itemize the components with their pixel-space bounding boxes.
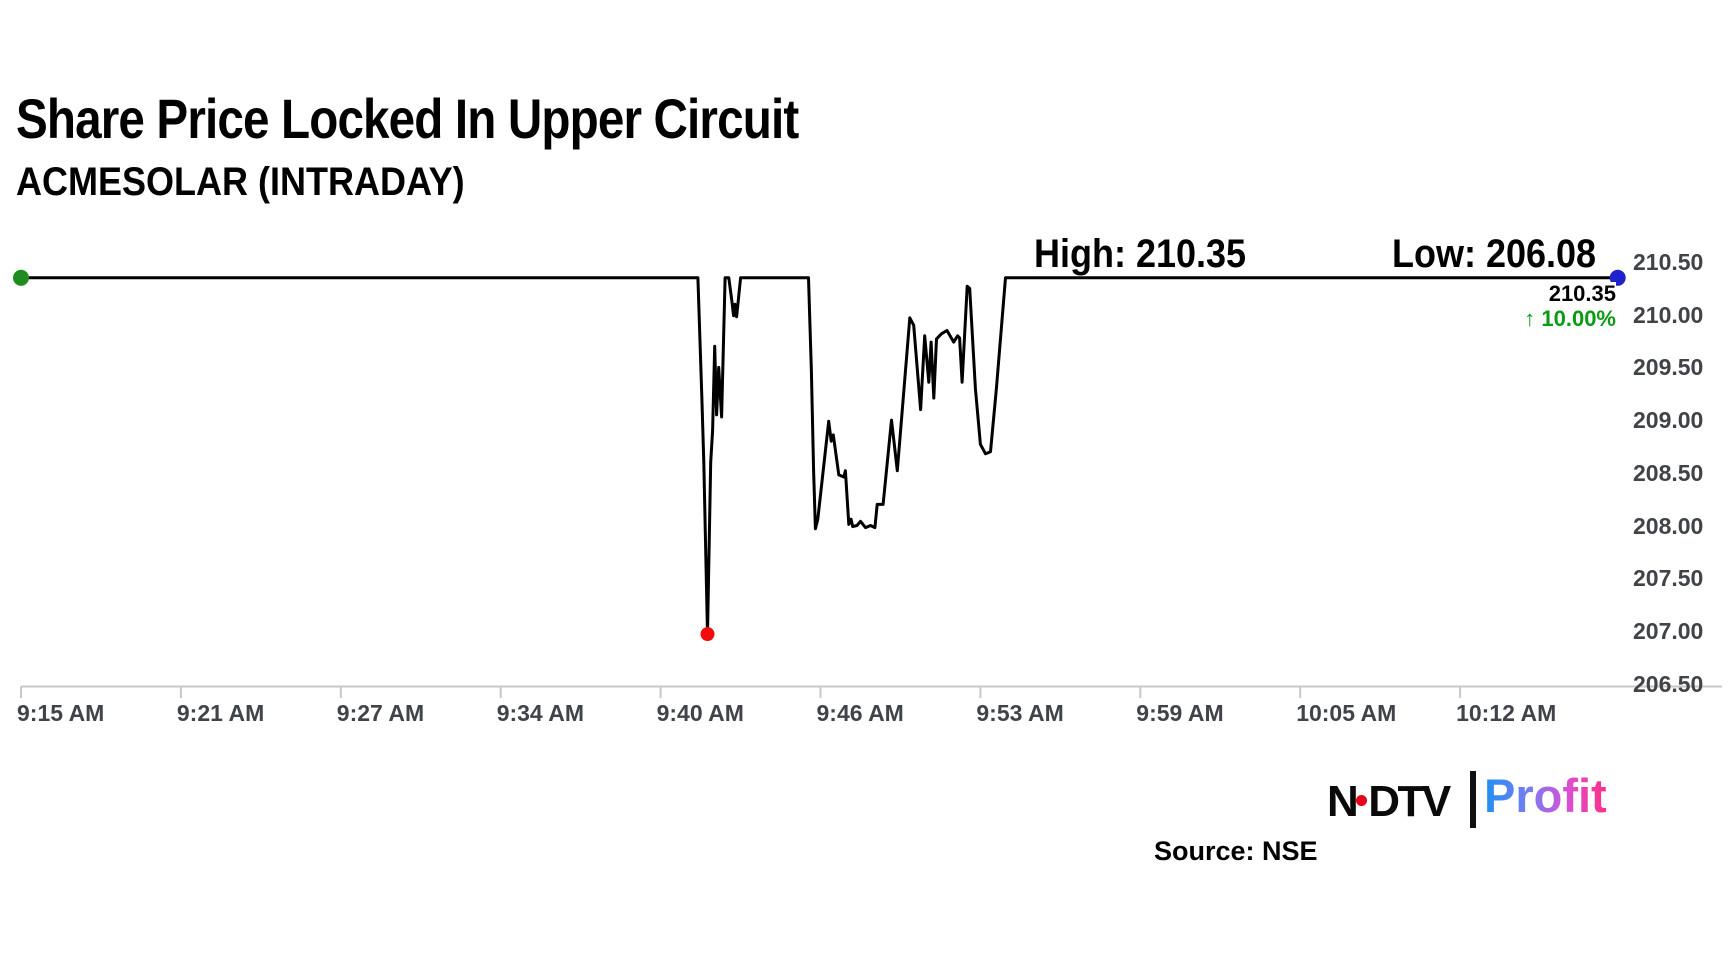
x-tick-label: 9:53 AM [976,700,1064,726]
price-line [19,276,1620,636]
y-tick-label: 207.50 [1633,565,1704,592]
y-tick-label: 206.50 [1633,670,1704,697]
y-tick-label: 209.50 [1633,354,1704,381]
page-title: Share Price Locked In Upper Circuit [16,87,799,150]
session-low-dot [700,627,715,642]
session-start-dot [13,269,29,286]
ndtv-logo-red-dot-icon [1356,795,1368,807]
last-price-label: 210.35 [1536,282,1616,306]
y-tick-label: 208.00 [1633,512,1704,539]
low-annotation: Low: 206.08 [1392,232,1597,276]
ndtv-logo-dtv: DTV [1368,777,1451,826]
x-tick-label: 9:59 AM [1136,700,1224,726]
x-tick-label: 9:15 AM [17,700,105,726]
logo-divider [1470,771,1476,828]
x-tick-label: 9:27 AM [336,700,425,726]
high-annotation: High: 210.35 [1034,232,1247,276]
x-tick-label: 9:46 AM [816,700,904,726]
source-label: Source: NSE [1154,836,1318,866]
change-percent-label: ↑ 10.00% [1524,306,1616,331]
x-tick-label: 9:40 AM [656,700,744,726]
y-tick-label: 210.00 [1633,301,1704,328]
y-tick-label: 210.50 [1633,249,1704,275]
x-tick-label: 10:05 AM [1296,700,1397,726]
x-tick-label: 9:34 AM [496,700,585,726]
x-tick-label: 10:12 AM [1456,700,1557,726]
ndtv-logo-n: N [1327,777,1359,826]
ndtv-logo: N DTV [1327,777,1451,826]
latest-price-dot [1609,269,1626,286]
x-tick-label: 9:21 AM [176,700,265,726]
profit-logo: Profit [1484,769,1607,822]
symbol-subtitle: ACMESOLAR (INTRADAY) [16,160,465,204]
y-tick-label: 208.50 [1633,459,1704,486]
y-tick-label: 207.00 [1633,617,1704,644]
y-tick-label: 209.00 [1633,407,1704,434]
